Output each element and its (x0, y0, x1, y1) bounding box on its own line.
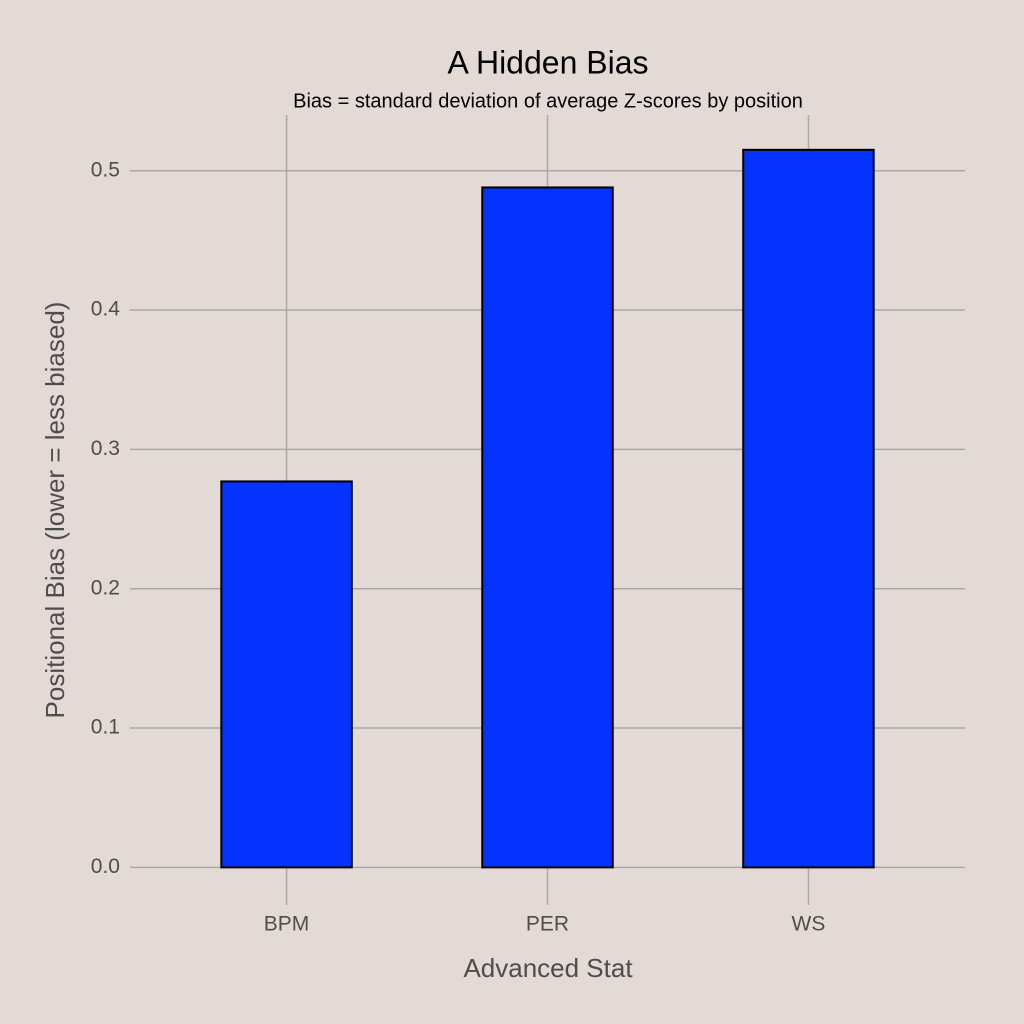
bar (481, 186, 614, 869)
chart-subtitle: Bias = standard deviation of average Z-s… (293, 90, 803, 112)
y-tick-label: 0.4 (91, 298, 121, 321)
bar (742, 148, 875, 869)
x-tick-label: PER (526, 913, 569, 936)
y-tick-label: 0.3 (91, 437, 120, 460)
y-axis-title: Positional Bias (lower = less biased) (40, 302, 70, 719)
x-axis-title: Advanced Stat (463, 953, 633, 983)
chart-title: A Hidden Bias (447, 44, 648, 80)
bar (220, 480, 353, 869)
y-tick-label: 0.1 (91, 716, 120, 739)
x-tick-label: WS (792, 913, 826, 936)
y-tick-label: 0.0 (91, 855, 120, 878)
x-tick-label: BPM (264, 913, 310, 936)
y-tick-label: 0.2 (91, 576, 120, 599)
y-tick-label: 0.5 (91, 158, 120, 181)
